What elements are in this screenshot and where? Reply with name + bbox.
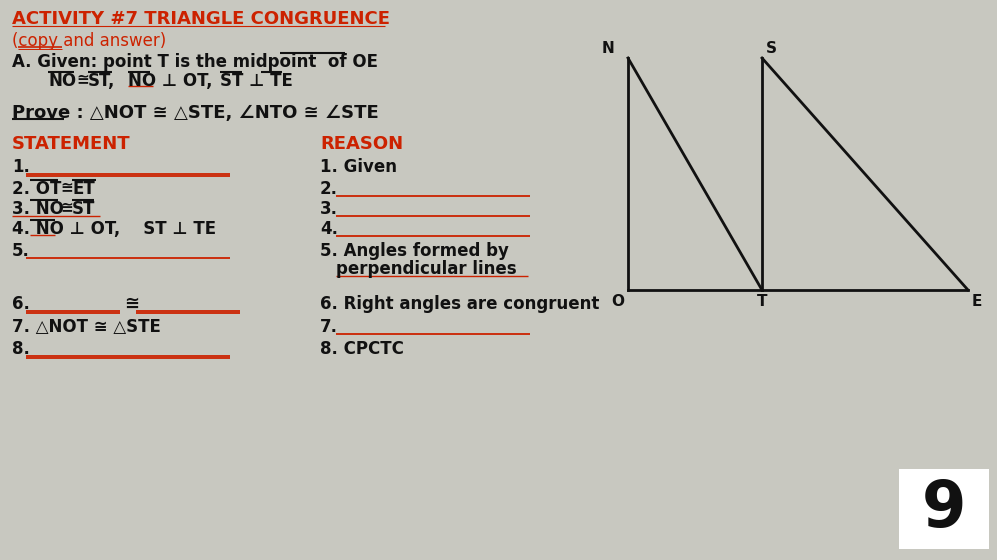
Text: 5. Angles formed by: 5. Angles formed by <box>320 242 508 260</box>
Text: 1.: 1. <box>12 158 30 176</box>
Text: ACTIVITY #7 TRIANGLE CONGRUENCE: ACTIVITY #7 TRIANGLE CONGRUENCE <box>12 10 390 28</box>
Text: ST: ST <box>72 200 96 218</box>
Text: 8. CPCTC: 8. CPCTC <box>320 340 404 358</box>
Text: REASON: REASON <box>320 135 403 153</box>
Text: 9: 9 <box>922 478 966 540</box>
Text: T: T <box>757 294 768 309</box>
Text: 4. NO ⊥ OT,    ST ⊥ TE: 4. NO ⊥ OT, ST ⊥ TE <box>12 220 216 238</box>
Text: A. Given: point T is the midpoint  of OE: A. Given: point T is the midpoint of OE <box>12 53 378 71</box>
Text: 5.: 5. <box>12 242 30 260</box>
Text: 1. Given: 1. Given <box>320 158 397 176</box>
Text: ≅: ≅ <box>76 72 89 87</box>
Text: (copy and answer): (copy and answer) <box>12 32 166 50</box>
FancyBboxPatch shape <box>899 469 989 549</box>
Text: ST ⊥ TE: ST ⊥ TE <box>220 72 293 90</box>
Text: NO ⊥ OT,: NO ⊥ OT, <box>128 72 212 90</box>
Text: STATEMENT: STATEMENT <box>12 135 131 153</box>
Text: 8.: 8. <box>12 340 30 358</box>
Text: ≅: ≅ <box>60 180 73 195</box>
Text: Prove : △NOT ≅ △STE, ∠NTO ≅ ∠STE: Prove : △NOT ≅ △STE, ∠NTO ≅ ∠STE <box>12 104 379 122</box>
Text: perpendicular lines: perpendicular lines <box>336 260 516 278</box>
Text: ET: ET <box>72 180 95 198</box>
Text: ≅: ≅ <box>124 295 140 313</box>
Text: 7.: 7. <box>320 318 338 336</box>
Text: E: E <box>972 294 982 309</box>
Text: 3.: 3. <box>320 200 338 218</box>
Text: 7. △NOT ≅ △STE: 7. △NOT ≅ △STE <box>12 318 161 336</box>
Text: 3. NO: 3. NO <box>12 200 64 218</box>
Text: 4.: 4. <box>320 220 338 238</box>
Text: ST,: ST, <box>88 72 116 90</box>
Text: 6. Right angles are congruent: 6. Right angles are congruent <box>320 295 599 313</box>
Text: O: O <box>611 294 624 309</box>
Text: N: N <box>601 41 614 56</box>
Text: NO: NO <box>48 72 76 90</box>
Text: 2. OT: 2. OT <box>12 180 62 198</box>
Text: S: S <box>766 41 777 56</box>
Text: ≅: ≅ <box>60 200 73 215</box>
Text: 2.: 2. <box>320 180 338 198</box>
Text: 6.: 6. <box>12 295 30 313</box>
